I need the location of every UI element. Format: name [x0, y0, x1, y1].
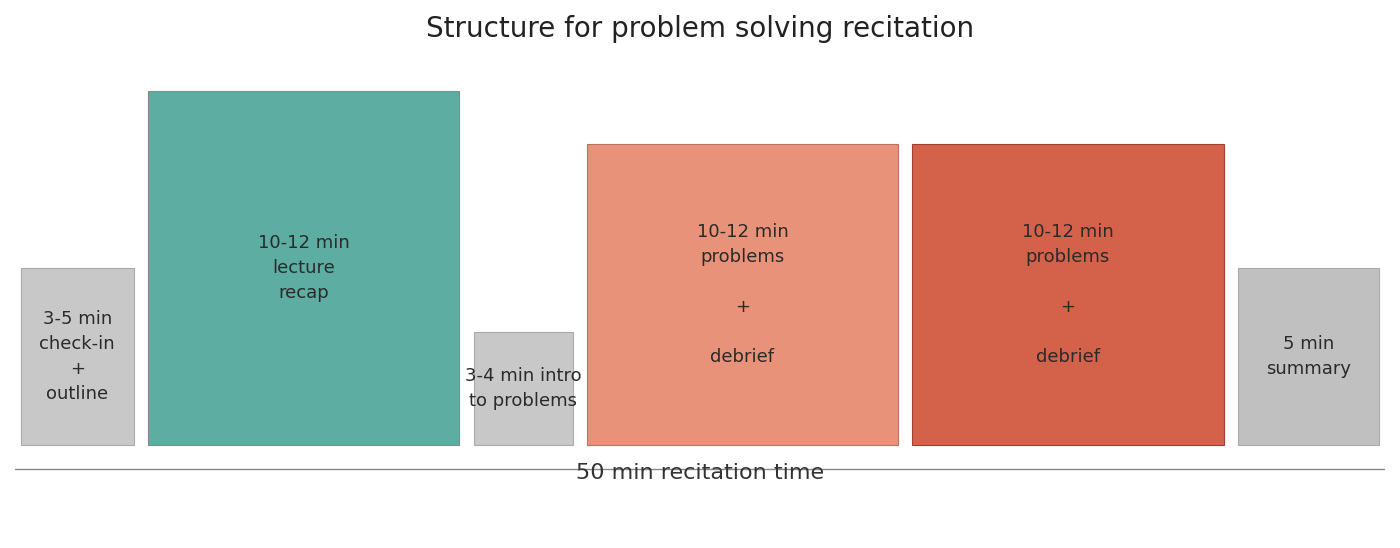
- Bar: [473, 332, 573, 444]
- Bar: [1238, 268, 1379, 444]
- Title: Structure for problem solving recitation: Structure for problem solving recitation: [426, 15, 974, 43]
- Text: 10-12 min
problems

+

debrief: 10-12 min problems + debrief: [1022, 222, 1114, 366]
- Text: 3-4 min intro
to problems: 3-4 min intro to problems: [465, 367, 581, 410]
- Text: 10-12 min
problems

+

debrief: 10-12 min problems + debrief: [697, 222, 788, 366]
- Text: 10-12 min
lecture
recap: 10-12 min lecture recap: [258, 234, 350, 302]
- Text: 3-5 min
check-in
+
outline: 3-5 min check-in + outline: [39, 310, 115, 403]
- Bar: [913, 144, 1224, 444]
- Bar: [21, 268, 134, 444]
- Text: 5 min
summary: 5 min summary: [1266, 335, 1351, 378]
- Bar: [148, 92, 459, 444]
- Text: 50 min recitation time: 50 min recitation time: [575, 463, 825, 483]
- Bar: [587, 144, 899, 444]
